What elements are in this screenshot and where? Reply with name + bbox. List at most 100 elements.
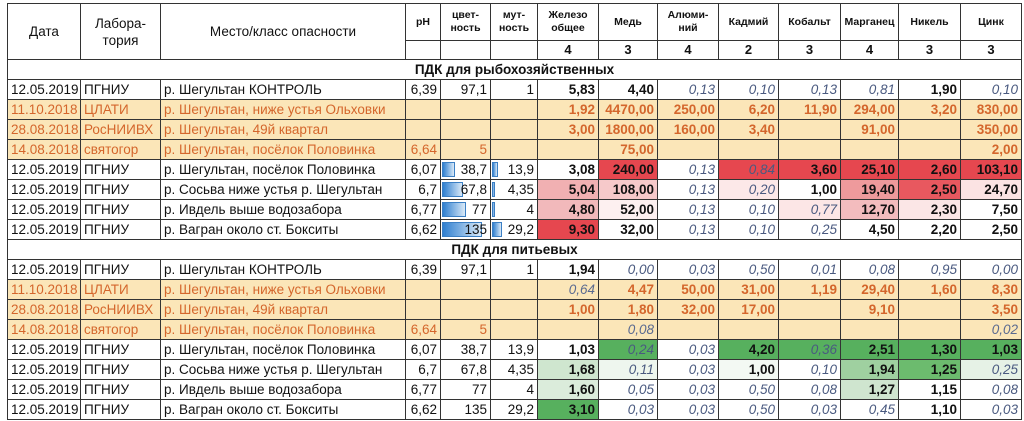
metal-value-cell: 0,20	[718, 179, 779, 200]
metal-value-cell: 0,03	[657, 399, 719, 420]
metal-value-cell	[657, 139, 719, 160]
turbidity-cell	[490, 299, 538, 320]
metal-value-cell: 0,13	[657, 219, 719, 240]
turbidity-cell: 4	[490, 379, 538, 400]
turbidity-cell	[490, 279, 538, 300]
header-metal: Медь	[598, 3, 658, 41]
color-cell: 135	[440, 399, 491, 420]
table-row: 12.05.2019 ПГНИУ р. Шегультан, посёлок Пол…	[7, 159, 1022, 180]
metal-value-cell	[898, 319, 961, 340]
metal-value-cell: 1,94	[537, 259, 599, 280]
turbidity-cell: 1	[490, 79, 538, 100]
turbidity-cell	[490, 119, 538, 140]
metal-value-cell: 8,30	[960, 279, 1022, 300]
header-turbidity: мут- ность	[490, 3, 538, 41]
lab-cell: ЦЛАТИ	[80, 99, 161, 120]
data-bar	[492, 162, 498, 177]
hazard-class: 4	[657, 40, 719, 60]
metal-value-cell: 11,90	[778, 99, 841, 120]
color-cell-value: 5	[479, 141, 487, 157]
hazard-class: 3	[898, 40, 961, 60]
ph-cell	[405, 279, 441, 300]
turbidity-cell-value: 4,35	[507, 181, 534, 197]
metal-value-cell: 32,00	[598, 219, 658, 240]
metal-value-cell: 350,00	[960, 119, 1022, 140]
metal-value-cell: 0,08	[778, 379, 841, 400]
header-metal: Никель	[898, 3, 961, 41]
metal-value-cell: 1800,00	[598, 119, 658, 140]
metal-value-cell: 31,00	[718, 279, 779, 300]
metal-value-cell: 1,00	[718, 359, 779, 380]
section-title: ПДК для питьевых	[7, 239, 1022, 260]
color-cell: 97,1	[440, 79, 491, 100]
place-cell: р. Сосьва ниже устья р. Шегультан	[160, 359, 406, 380]
metal-value-cell: 0,08	[960, 379, 1022, 400]
metal-value-cell: 1,00	[537, 299, 599, 320]
metal-value-cell: 0,13	[778, 79, 841, 100]
lab-cell: ПГНИУ	[80, 159, 161, 180]
table-row: 12.05.2019 ПГНИУ р. Вагран около ст. Бокси…	[7, 399, 1022, 420]
metal-value-cell: 0,10	[718, 199, 779, 220]
hazard-class: 3	[960, 40, 1022, 60]
place-cell: р. Ивдель выше водозабора	[160, 379, 406, 400]
metal-value-cell: 0,84	[718, 159, 779, 180]
metal-value-cell: 0,10	[718, 79, 779, 100]
metal-value-cell: 29,40	[840, 279, 899, 300]
ph-cell: 6,77	[405, 199, 441, 220]
metal-value-cell: 0,11	[598, 359, 658, 380]
hazard-class: 4	[537, 40, 599, 60]
metal-value-cell: 7,50	[960, 199, 1022, 220]
metal-value-cell: 0,08	[840, 259, 899, 280]
color-cell-value: 97,1	[460, 261, 487, 277]
place-cell: р. Шегультан, посёлок Половинка	[160, 159, 406, 180]
ph-cell	[405, 299, 441, 320]
metal-value-cell: 240,00	[598, 159, 658, 180]
header-place: Место/класс опасности	[160, 3, 406, 60]
date-cell: 12.05.2019	[7, 79, 81, 100]
metal-value-cell: 32,00	[657, 299, 719, 320]
ph-cell: 6,7	[405, 179, 441, 200]
turbidity-cell: 4,35	[490, 359, 538, 380]
metal-value-cell: 0,24	[598, 339, 658, 360]
metal-value-cell: 1,27	[840, 379, 899, 400]
metal-value-cell: 1,92	[537, 99, 599, 120]
empty-cell	[440, 40, 491, 60]
color-cell: 135	[440, 219, 491, 240]
color-cell	[440, 299, 491, 320]
metal-value-cell: 108,00	[598, 179, 658, 200]
metal-value-cell: 0,03	[657, 339, 719, 360]
ph-cell	[405, 99, 441, 120]
color-cell: 67,8	[440, 179, 491, 200]
header-date: Дата	[7, 3, 81, 60]
metal-value-cell: 0,01	[778, 259, 841, 280]
metal-value-cell: 160,00	[657, 119, 719, 140]
header-metal: Кадмий	[718, 3, 779, 41]
hazard-class-row: 4 3 4 2 3 4 3 3	[8, 40, 1022, 60]
water-quality-table: Дата Лабора- тория Место/класс опасности…	[7, 3, 1022, 420]
place-cell: р. Ивдель выше водозабора	[160, 199, 406, 220]
color-cell: 5	[440, 139, 491, 160]
header-ph: pH	[405, 3, 441, 41]
metal-value-cell: 2,60	[898, 159, 961, 180]
metal-value-cell: 4,50	[840, 219, 899, 240]
metal-value-cell	[718, 319, 779, 340]
metal-value-cell: 4,80	[537, 199, 599, 220]
table-row: 12.05.2019 ПГНИУ р. Ивдель выше водозабора…	[7, 199, 1022, 220]
metal-value-cell: 0,64	[537, 279, 599, 300]
data-bar	[442, 182, 463, 197]
color-cell-value: 67,8	[460, 361, 487, 377]
metal-value-cell: 4,47	[598, 279, 658, 300]
data-bar	[442, 202, 466, 217]
table-row: 11.10.2018 ЦЛАТИ р. Шегультан, ниже устья …	[7, 99, 1022, 120]
metal-value-cell: 0,03	[778, 399, 841, 420]
data-bar	[442, 222, 482, 237]
metal-value-cell: 3,08	[537, 159, 599, 180]
date-cell: 12.05.2019	[7, 259, 81, 280]
table-row: 14.08.2018 святогор р. Шегультан, посёлок …	[7, 139, 1022, 160]
lab-cell: РосНИИВХ	[80, 299, 161, 320]
place-cell: р. Шегультан, посёлок Половинка	[160, 319, 406, 340]
date-cell: 11.10.2018	[7, 99, 81, 120]
metal-value-cell: 2,50	[960, 219, 1022, 240]
date-cell: 12.05.2019	[7, 339, 81, 360]
metal-value-cell: 1,80	[598, 299, 658, 320]
